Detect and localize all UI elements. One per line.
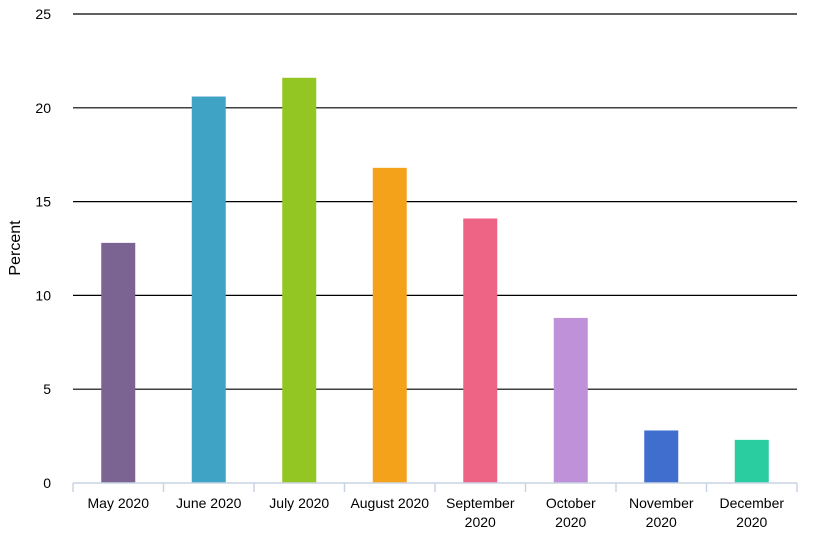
x-axis: [72, 482, 798, 492]
bar-7: [734, 439, 769, 483]
bar-6: [644, 430, 679, 483]
x-tick-label-line: October: [546, 495, 596, 511]
x-tick-label-line: June 2020: [176, 495, 242, 511]
x-tick-label: August 2020: [350, 495, 429, 511]
bars: [101, 77, 769, 483]
y-tick-label: 5: [43, 381, 51, 397]
bar-3: [372, 167, 407, 483]
x-tick-label-line: December: [719, 495, 784, 511]
y-tick-label: 10: [35, 287, 51, 303]
x-tick-label-line: July 2020: [269, 495, 329, 511]
x-tick-label-line: 2020: [646, 514, 677, 530]
x-tick-label-line: 2020: [465, 514, 496, 530]
x-tick-label: October 2020: [546, 495, 596, 530]
bar-0: [101, 242, 136, 483]
x-tick-label: September 2020: [446, 495, 515, 530]
x-tick-label: November 2020: [629, 495, 694, 530]
x-axis-labels: May 2020 June 2020 July 2020 August 2020 Sep…: [88, 495, 785, 530]
y-axis-ticks: 0 5 10 15 20 25: [35, 6, 51, 491]
bar-2: [282, 77, 317, 483]
y-tick-label: 15: [35, 194, 51, 210]
x-tick-label-line: May 2020: [88, 495, 150, 511]
bar-1: [191, 96, 226, 483]
x-tick-label-line: 2020: [555, 514, 586, 530]
x-tick-label: May 2020: [88, 495, 150, 511]
x-tick-label-line: 2020: [736, 514, 767, 530]
gridlines: [73, 13, 797, 390]
y-tick-label: 25: [35, 6, 51, 22]
x-tick-label-line: August 2020: [350, 495, 429, 511]
x-tick-label: July 2020: [269, 495, 329, 511]
bar-5: [553, 317, 588, 483]
x-tick-label: June 2020: [176, 495, 242, 511]
x-tick-label: December 2020: [719, 495, 784, 530]
x-tick-label-line: September: [446, 495, 515, 511]
y-tick-label: 20: [35, 100, 51, 116]
bar-4: [463, 218, 498, 483]
y-tick-label: 0: [43, 475, 51, 491]
y-axis-title: Percent: [7, 220, 24, 276]
x-tick-label-line: November: [629, 495, 694, 511]
